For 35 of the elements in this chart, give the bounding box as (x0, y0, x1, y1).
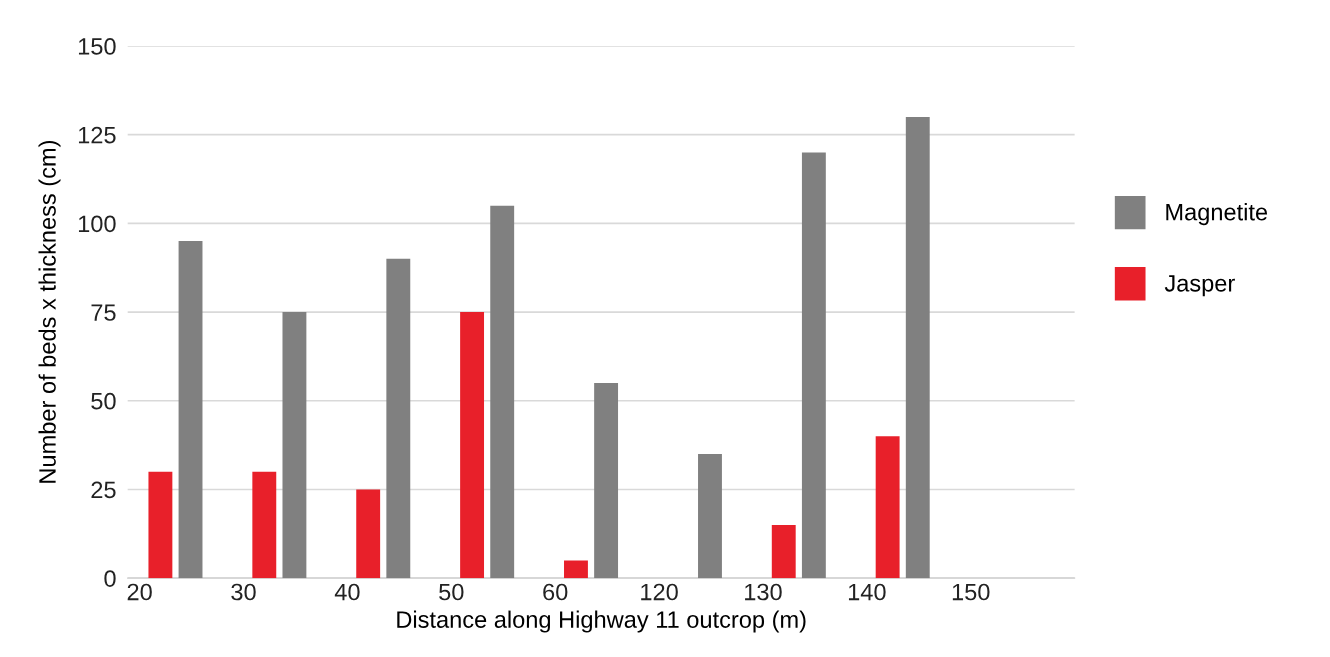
x-tick-label: 150 (952, 583, 990, 601)
y-axis-title: Number of beds x thickness (cm) (38, 140, 61, 483)
bar (698, 453, 722, 579)
bar (875, 436, 900, 579)
bar (905, 116, 930, 579)
y-tick-label: 150 (78, 38, 116, 55)
bar (460, 312, 485, 579)
y-tick-label: 25 (91, 481, 116, 499)
bar (356, 489, 381, 579)
x-tick-label: 60 (543, 583, 568, 601)
x-tick-label: 20 (127, 583, 152, 601)
legend-label: Magnetite (1166, 203, 1268, 226)
x-tick-label: 130 (745, 583, 782, 601)
bar (490, 205, 515, 579)
x-tick-label: 120 (641, 583, 678, 601)
bar (771, 524, 796, 579)
y-tick-label: 75 (91, 304, 116, 321)
bar (564, 560, 588, 579)
y-tick-label: 100 (78, 215, 116, 233)
bar (148, 471, 173, 579)
bar (252, 471, 277, 579)
bar (178, 241, 203, 579)
legend-label: Jasper (1164, 275, 1235, 297)
bar (594, 383, 619, 579)
y-tick-label: 50 (91, 392, 116, 410)
x-tick-label: 50 (439, 583, 464, 601)
x-tick-label: 140 (848, 583, 886, 601)
y-tick-label: 0 (104, 570, 116, 587)
x-tick-label: 40 (334, 583, 360, 601)
x-axis-title: Distance along Highway 11 outcrop (m) (397, 610, 806, 633)
y-tick-label: 125 (78, 126, 116, 144)
x-tick-label: 30 (231, 583, 256, 601)
bar (282, 312, 307, 579)
bar (386, 258, 411, 579)
bar (801, 152, 826, 579)
